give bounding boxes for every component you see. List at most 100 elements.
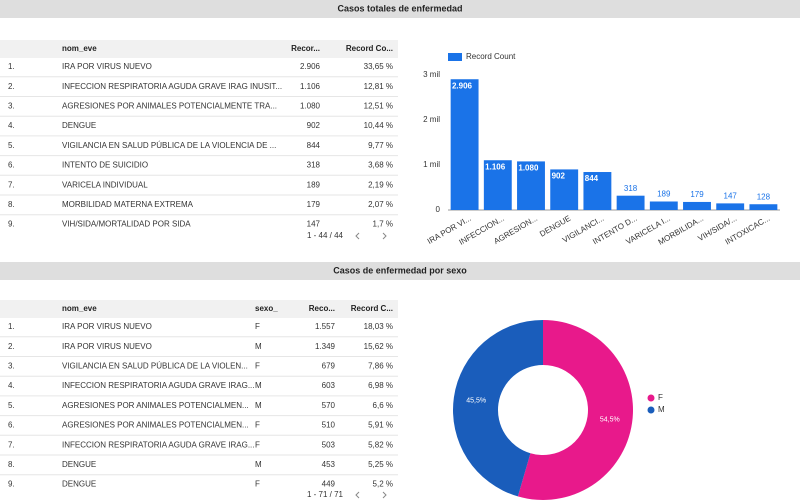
legend-label: F — [658, 393, 663, 402]
table-cell: 2. — [8, 82, 15, 91]
table-cell: 453 — [322, 460, 336, 469]
table-cell: IRA POR VIRUS NUEVO — [62, 62, 152, 71]
table-cell: 147 — [307, 220, 321, 229]
legend-swatch — [448, 53, 462, 61]
table-cell: VIGILANCIA EN SALUD PÚBLICA DE LA VIOLEN… — [62, 141, 276, 150]
table-cell: 1.080 — [300, 102, 321, 111]
table-cell: 12,81 % — [364, 82, 393, 91]
table-cell: 9,77 % — [368, 141, 393, 150]
table-cell: 8. — [8, 460, 15, 469]
pager-arrows[interactable] — [355, 491, 387, 499]
table-cell: 1.349 — [315, 342, 336, 351]
table-cell: 902 — [307, 121, 321, 130]
table-cell: 4. — [8, 381, 15, 390]
table-cell: 2,07 % — [368, 200, 393, 209]
table-cell: INFECCION RESPIRATORIA AGUDA GRAVE IRAG.… — [62, 381, 254, 390]
table-cell: 4. — [8, 121, 15, 130]
table-cell: 9. — [8, 480, 15, 489]
table-cell: 2.906 — [300, 62, 321, 71]
value-label: 2.906 — [452, 81, 473, 90]
table-cell: 3,68 % — [368, 161, 393, 170]
column-header: nom_eve — [62, 44, 97, 53]
bar — [483, 160, 512, 210]
legend-swatch — [647, 394, 655, 402]
bar — [716, 203, 745, 210]
value-label: 902 — [552, 172, 566, 181]
section-title: Casos totales de enfermedad — [337, 3, 462, 13]
table-cell: IRA POR VIRUS NUEVO — [62, 322, 152, 331]
table-cell: 6,6 % — [373, 401, 393, 410]
section-title: Casos de enfermedad por sexo — [333, 265, 467, 275]
table-cell: F — [255, 362, 260, 371]
pager: 1 - 71 / 71 — [307, 490, 344, 499]
table-cell: 10,44 % — [364, 121, 393, 130]
table-cell: M — [255, 381, 262, 390]
table-cell: 5,2 % — [373, 480, 393, 489]
table-cell: DENGUE — [62, 121, 96, 130]
table-cell: M — [255, 342, 262, 351]
table-cell: AGRESIONES POR ANIMALES POTENCIALMEN... — [62, 401, 249, 410]
table-cell: 844 — [307, 141, 321, 150]
table-cell: 7,86 % — [368, 362, 393, 371]
table-cell: 5,82 % — [368, 440, 393, 449]
column-header: Record Co... — [346, 44, 393, 53]
table-cell: 3. — [8, 102, 15, 111]
table: nom_eve sexo_ Reco... Record C... 1. IRA POR … — [0, 300, 398, 489]
table-cell: AGRESIONES POR ANIMALES POTENCIALMEN... — [62, 421, 249, 430]
value-label: 1.106 — [485, 162, 506, 171]
table-cell: 318 — [307, 161, 321, 170]
table-cell: DENGUE — [62, 460, 96, 469]
table-cell: VARICELA INDIVIDUAL — [62, 180, 148, 189]
table-cell: VIH/SIDA/MORTALIDAD POR SIDA — [62, 220, 191, 229]
value-label: 318 — [624, 184, 638, 193]
table-cell: 503 — [322, 440, 336, 449]
table-cell: 9. — [8, 220, 15, 229]
table-cell: M — [255, 460, 262, 469]
table-cell: 5. — [8, 141, 15, 150]
value-label: 128 — [757, 192, 771, 201]
value-label: 844 — [585, 174, 599, 183]
table: nom_eve Recor... Record Co... 1. IRA POR VIR… — [0, 40, 398, 229]
table-cell: 8. — [8, 200, 15, 209]
table-cell: MORBILIDAD MATERNA EXTREMA — [62, 200, 194, 209]
table-cell: 12,51 % — [364, 102, 393, 111]
value-label: 179 — [690, 190, 704, 199]
bar — [550, 169, 579, 210]
table-header — [0, 300, 398, 318]
table-cell: 6. — [8, 421, 15, 430]
table-cell: F — [255, 322, 260, 331]
table-cell: 189 — [307, 180, 321, 189]
table-cell: 179 — [307, 200, 321, 209]
pager-arrows[interactable] — [355, 232, 387, 240]
table-cell: 5,25 % — [368, 460, 393, 469]
table-cell: 5. — [8, 401, 15, 410]
bar — [683, 201, 711, 210]
table-cell: F — [255, 480, 260, 489]
table-cell: 510 — [322, 421, 336, 430]
bar — [583, 172, 612, 210]
table-cell: 679 — [322, 362, 336, 371]
y-tick-label: 1 mil — [423, 160, 440, 169]
column-header: nom_eve — [62, 304, 97, 313]
legend-label: Record Count — [466, 52, 516, 61]
table-cell: 6. — [8, 161, 15, 170]
column-header: Reco... — [309, 304, 335, 313]
table-cell: 15,62 % — [364, 342, 393, 351]
table-cell: 1. — [8, 62, 15, 71]
bar — [450, 79, 479, 210]
table-cell: 5,91 % — [368, 421, 393, 430]
table-cell: AGRESIONES POR ANIMALES POTENCIALMENTE T… — [62, 102, 277, 111]
table-cell: 6,98 % — [368, 381, 393, 390]
table-cell: 603 — [322, 381, 336, 390]
table-cell: IRA POR VIRUS NUEVO — [62, 342, 152, 351]
table-cell: INFECCION RESPIRATORIA AGUDA GRAVE IRAG … — [62, 82, 282, 91]
table-cell: 1.106 — [300, 82, 321, 91]
legend-swatch — [647, 406, 655, 414]
section-bar — [0, 262, 800, 280]
value-label: 147 — [724, 191, 738, 200]
y-tick-label: 0 — [436, 205, 441, 214]
column-header: sexo_ — [255, 304, 278, 313]
section-bar — [0, 0, 800, 18]
